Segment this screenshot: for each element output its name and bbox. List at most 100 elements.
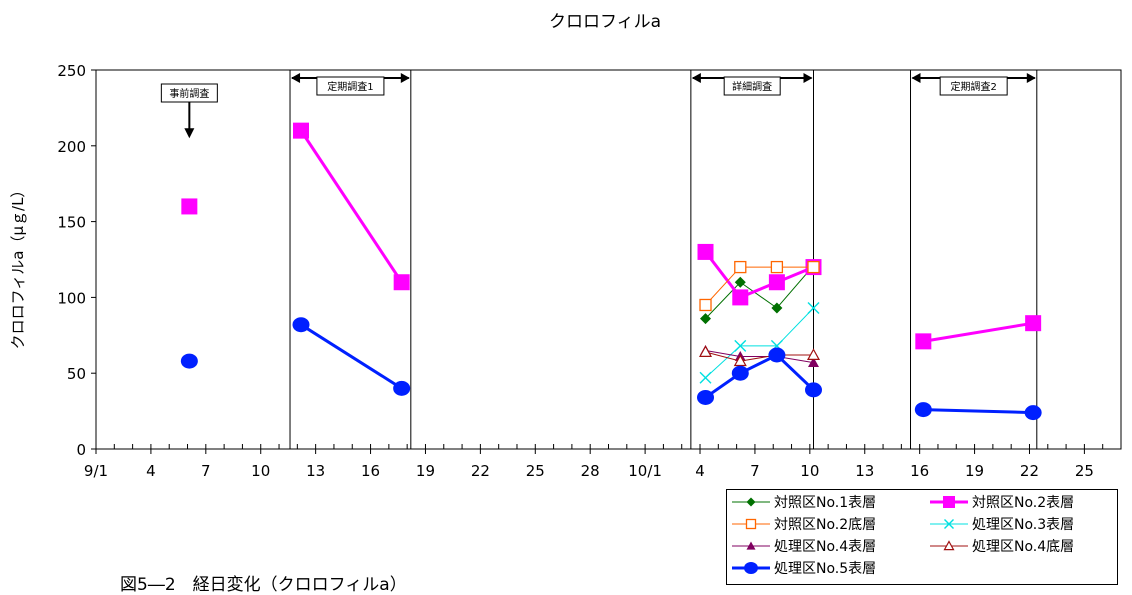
series-2-point — [915, 333, 932, 350]
annotation-label: 事前調査 — [169, 87, 209, 100]
x-tick-label: 13 — [306, 462, 325, 480]
x-tick-label: 19 — [416, 462, 435, 480]
series-7-point — [768, 347, 786, 363]
legend-swatch-marker — [943, 496, 955, 508]
legend-label: 対照区No.2底層 — [774, 517, 877, 533]
x-tick-label: 13 — [855, 462, 874, 480]
x-tick-label: 22 — [1020, 462, 1039, 480]
series-2-line — [923, 321, 1034, 343]
series-7-line — [300, 323, 403, 390]
x-tick-label: 10 — [800, 462, 819, 480]
series-6-point — [806, 348, 821, 361]
series-3 — [699, 260, 820, 312]
legend-swatch-marker — [746, 541, 756, 550]
x-tick-label: 9/1 — [84, 462, 108, 480]
series-7-point — [1024, 405, 1042, 421]
arrowhead — [803, 73, 813, 83]
arrowhead — [184, 128, 195, 139]
x-tick-label: 7 — [750, 462, 760, 480]
x-tick-label: 25 — [1075, 462, 1094, 480]
x-tick-label: 4 — [695, 462, 705, 480]
x-marker-stroke — [699, 371, 712, 384]
y-tick-label: 250 — [57, 62, 86, 80]
series-6-point — [733, 354, 747, 367]
legend-label: 処理区No.5表層 — [774, 561, 877, 577]
series-2-line — [299, 129, 403, 284]
legend-item: 処理区No.4底層 — [929, 536, 1074, 556]
legend-swatch — [930, 519, 968, 529]
legend-swatch — [732, 541, 770, 550]
x-tick-label: 16 — [361, 462, 380, 480]
legend-label: 処理区No.3表層 — [972, 517, 1075, 533]
period-label: 定期調査1 — [327, 80, 373, 93]
x-tick-label: 4 — [146, 462, 156, 480]
series-7-line — [923, 408, 1034, 415]
legend-item: 処理区No.3表層 — [929, 514, 1074, 534]
series-7-line — [704, 353, 815, 399]
period-label: 定期調査2 — [950, 80, 996, 93]
series-2-point — [181, 198, 198, 215]
x-tick-label: 10 — [251, 462, 270, 480]
x-tick-label: 7 — [201, 462, 211, 480]
y-axis-label: クロロフィルa（μｇ/L） — [9, 183, 27, 350]
legend-label: 対照区No.1表層 — [774, 495, 877, 511]
x-marker-stroke — [807, 302, 820, 315]
plot-area — [95, 69, 1122, 450]
x-tick-label: 25 — [526, 462, 545, 480]
series-7 — [180, 317, 1042, 421]
legend-item: 対照区No.1表層 — [731, 492, 876, 512]
series-7-point — [180, 353, 198, 369]
series-4-line — [705, 307, 814, 379]
series-2-point — [1025, 315, 1042, 332]
series-4-point — [699, 371, 712, 384]
series-1-point — [700, 313, 712, 325]
y-tick-label: 100 — [57, 289, 86, 307]
series-7-point — [292, 317, 310, 333]
series-3-point — [770, 260, 784, 274]
legend-label: 処理区No.4底層 — [972, 539, 1075, 555]
series-7-point — [393, 380, 411, 396]
period-label-box — [723, 76, 781, 96]
series-7-point — [914, 402, 932, 418]
series-1-line — [705, 265, 814, 319]
legend-item: 対照区No.2底層 — [731, 514, 876, 534]
legend-swatch — [732, 497, 770, 507]
x-tick-label: 28 — [581, 462, 600, 480]
legend-item: 処理区No.4表層 — [731, 536, 876, 556]
legend-swatch — [930, 540, 968, 551]
series-4-point — [807, 302, 820, 315]
series-2-point — [768, 274, 785, 291]
figure-caption: 図5―2 経日変化（クロロフィルa） — [120, 575, 407, 595]
legend-swatch — [732, 562, 770, 574]
series-3-point — [807, 260, 820, 274]
period-label-box — [939, 76, 1008, 96]
x-tick-label: 22 — [471, 462, 490, 480]
series-3-point — [734, 260, 747, 274]
series-7-point — [805, 382, 822, 398]
legend-label: 処理区No.4表層 — [774, 539, 877, 555]
series-5-line — [705, 349, 814, 364]
y-tick-label: 0 — [76, 441, 86, 459]
legend-label: 対照区No.2表層 — [972, 495, 1075, 511]
series-7-point — [731, 365, 749, 381]
legend-item: 処理区No.5表層 — [731, 558, 876, 578]
arrowhead — [691, 73, 701, 83]
legend-swatch — [930, 496, 968, 508]
series-2-point — [697, 243, 714, 260]
series-1-point — [734, 276, 746, 288]
legend-swatch-marker — [744, 562, 758, 574]
arrowhead — [291, 73, 301, 83]
series-4-point — [734, 339, 747, 352]
y-tick-label: 200 — [57, 138, 86, 156]
series-3-line — [705, 266, 814, 306]
legend-swatch-marker — [943, 540, 955, 551]
series-2-line — [704, 251, 815, 300]
series-2 — [181, 122, 1042, 350]
legend-swatch — [732, 518, 770, 530]
period-label-box — [316, 76, 385, 96]
arrowhead — [911, 73, 921, 83]
legend: 対照区No.1表層 対照区No.2表層 対照区No.2底層 処理区No.3表層 処理区N… — [726, 489, 1118, 585]
series-2-point — [732, 289, 749, 306]
x-marker-stroke — [944, 519, 954, 529]
